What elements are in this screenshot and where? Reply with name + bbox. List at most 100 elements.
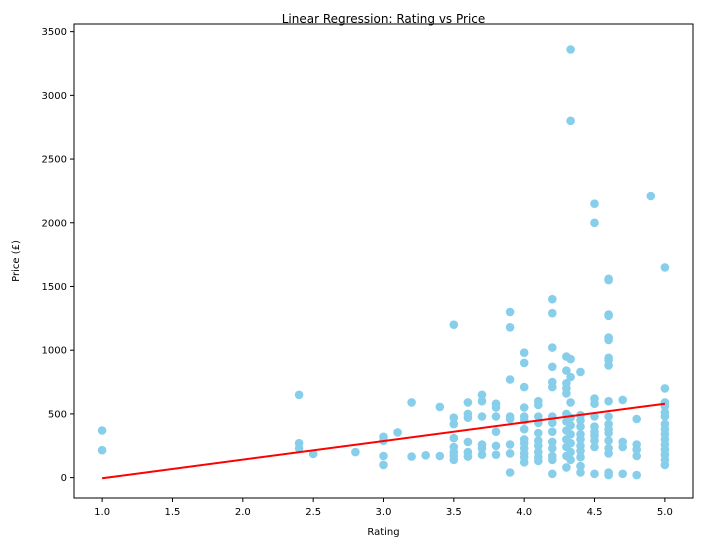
scatter-point <box>463 398 473 407</box>
y-axis: 0 500 1000 1500 2000 2500 3000 3500 <box>42 27 74 484</box>
scatter-point <box>463 452 473 461</box>
scatter-point <box>449 455 459 465</box>
scatter-point <box>566 372 575 382</box>
scatter-point <box>660 384 670 393</box>
scatter-point <box>548 343 557 352</box>
scatter-point <box>505 323 515 332</box>
chart-marks-layer <box>97 45 670 480</box>
scatter-point <box>505 468 515 477</box>
scatter-point <box>590 469 599 479</box>
scatter-point <box>379 451 388 461</box>
scatter-point <box>604 335 613 345</box>
scatter-point <box>97 445 107 455</box>
scatter-point <box>604 470 613 480</box>
x-tick-label: 5.0 <box>657 507 673 518</box>
scatter-point <box>632 414 641 424</box>
scatter-point <box>562 366 571 375</box>
scatter-point <box>632 451 641 461</box>
scatter-point <box>548 362 557 372</box>
x-axis: 1.0 1.5 2.0 2.5 3.0 3.5 4.0 4.5 5.0 <box>94 498 673 518</box>
scatter-point <box>548 308 557 318</box>
scatter-point <box>660 263 670 272</box>
scatter-point <box>566 455 575 465</box>
scatter-point <box>534 428 543 438</box>
scatter-point <box>566 398 575 407</box>
y-tick-label: 2500 <box>42 155 67 166</box>
scatter-point <box>590 436 599 446</box>
scatter-point <box>449 413 459 423</box>
scatter-point <box>308 449 318 459</box>
scatter-point <box>604 396 613 406</box>
scatter-point <box>632 470 641 480</box>
scatter-point <box>491 441 501 451</box>
y-tick-label: 0 <box>61 473 67 484</box>
scatter-point <box>604 275 613 285</box>
scatter-point <box>477 444 487 453</box>
x-tick-label: 4.5 <box>587 507 603 518</box>
scatter-point <box>477 450 487 460</box>
x-tick-label: 3.0 <box>376 507 392 518</box>
scatter-point <box>449 320 459 330</box>
scatter-point <box>604 311 613 321</box>
scatter-point <box>491 412 501 421</box>
scatter-point <box>505 414 515 424</box>
x-tick-label: 1.5 <box>165 507 181 518</box>
scatter-point <box>477 390 487 400</box>
scatter-point <box>421 451 431 460</box>
scatter-point <box>660 412 670 421</box>
scatter-point <box>576 422 585 431</box>
scatter-point <box>576 446 585 456</box>
regression-line <box>101 402 666 480</box>
y-tick-label: 1000 <box>42 346 67 357</box>
scatter-point <box>590 199 599 208</box>
scatter-point <box>491 450 501 460</box>
x-tick-label: 2.5 <box>305 507 321 518</box>
scatter-point <box>505 449 515 458</box>
scatter-point <box>519 458 529 467</box>
scatter-point <box>566 354 575 364</box>
scatter-point <box>477 396 487 406</box>
scatter-point <box>548 437 557 447</box>
scatter-point <box>505 375 515 384</box>
scatter-point <box>566 116 575 126</box>
scatter-point <box>351 447 360 457</box>
scatter-point <box>534 412 543 421</box>
y-tick-label: 2000 <box>42 218 67 229</box>
scatter-point <box>590 399 599 409</box>
scatter-point <box>491 427 501 437</box>
scatter-point <box>618 469 627 479</box>
scatter-point <box>660 460 670 470</box>
x-tick-label: 3.5 <box>446 507 462 518</box>
scatter-point <box>576 367 585 377</box>
scatter-point <box>534 400 543 410</box>
scatter-point <box>590 442 599 452</box>
scatter-point <box>435 402 445 412</box>
scatter-point <box>435 451 445 461</box>
scatter-point <box>519 424 529 434</box>
scatter-point <box>576 416 585 425</box>
scatter-point <box>562 389 571 398</box>
scatter-point <box>604 428 613 438</box>
scatter-point <box>491 403 501 412</box>
scatter-point <box>519 382 529 392</box>
scatter-point <box>604 436 613 446</box>
x-tick-label: 2.0 <box>235 507 251 518</box>
scatter-point <box>505 440 515 449</box>
x-tick-label: 1.0 <box>94 507 110 518</box>
scatter-point <box>534 456 543 466</box>
scatter-point <box>618 395 627 405</box>
scatter-point <box>519 358 529 368</box>
scatter-point <box>646 191 656 201</box>
scatter-point <box>294 390 304 400</box>
scatter-point <box>548 427 557 437</box>
scatter-point <box>548 444 557 453</box>
y-tick-label: 3000 <box>42 91 67 102</box>
scatter-point <box>519 403 529 412</box>
scatter-point <box>519 348 529 358</box>
chart-title: Linear Regression: Rating vs Price <box>282 12 486 26</box>
scatter-point <box>604 412 613 421</box>
scatter-point <box>548 418 557 428</box>
scatter-point <box>463 437 473 447</box>
scatter-point <box>407 398 416 407</box>
